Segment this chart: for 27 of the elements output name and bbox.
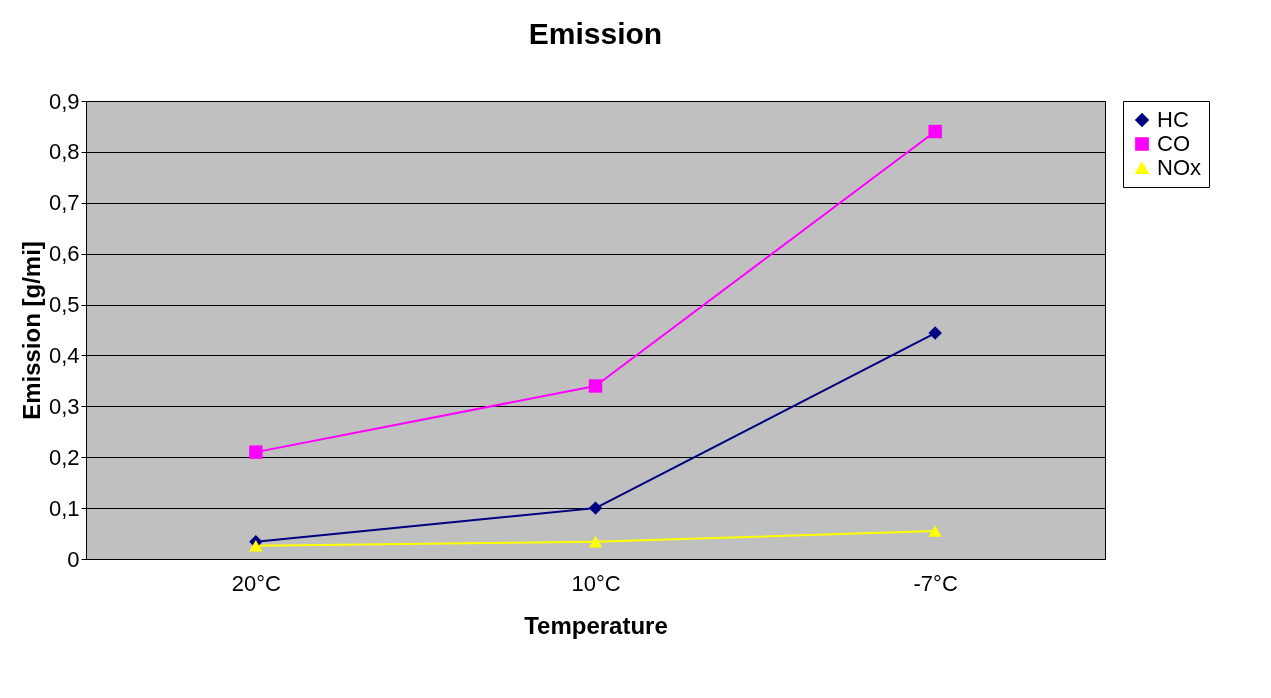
x-axis-title: Temperature	[524, 611, 668, 639]
point	[928, 326, 942, 340]
point	[588, 501, 603, 515]
point	[249, 445, 263, 459]
x-tick-label: -7°C	[913, 570, 958, 596]
y-tick-label: 0,6	[48, 241, 80, 267]
point	[588, 379, 603, 393]
y-tick-label: 0	[67, 546, 80, 572]
y-tick-label: 0,1	[48, 495, 80, 521]
y-tick-label: 0,4	[48, 342, 80, 368]
y-tick-label: 0,5	[48, 292, 80, 318]
point	[928, 525, 942, 537]
point	[588, 535, 603, 548]
y-tick-label: 0,2	[48, 444, 80, 470]
x-tick-label: 10°C	[571, 570, 621, 596]
legend-label: HC	[1157, 107, 1189, 132]
y-axis-title: Emission [g/mi]	[17, 241, 45, 420]
point	[249, 539, 263, 552]
x-tick-label: 20°C	[231, 570, 282, 596]
legend-label: NOx	[1157, 155, 1201, 180]
chart-title: Emission	[528, 17, 663, 50]
y-tick-label: 0,3	[48, 393, 80, 419]
y-tick-label: 0,7	[48, 190, 80, 216]
point	[928, 124, 942, 139]
y-tick-label: 0,9	[48, 88, 80, 114]
legend-label: CO	[1157, 131, 1190, 156]
y-tick-label: 0,8	[48, 139, 80, 165]
